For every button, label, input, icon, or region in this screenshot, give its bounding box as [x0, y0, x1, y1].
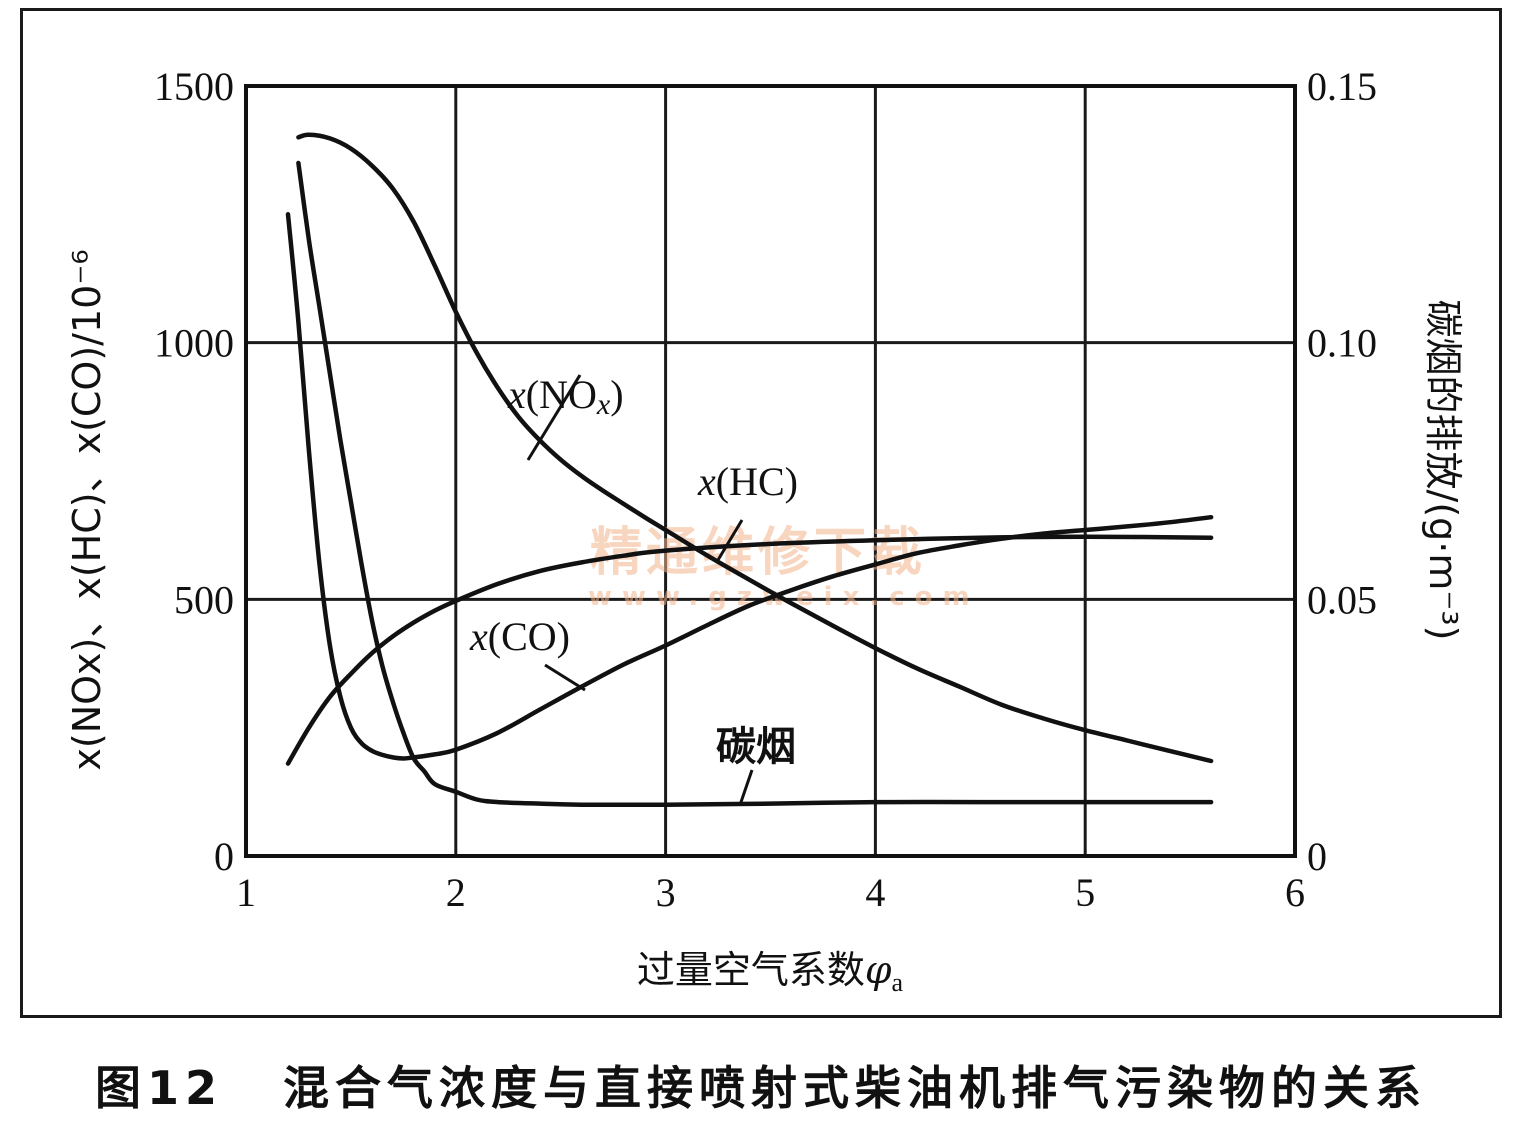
y-axis-left-label: x(NOx)、x(HC)、x(CO)/10⁻⁶	[65, 249, 109, 770]
series-label-name: 碳烟	[716, 724, 796, 770]
series-line-co	[285, 212, 1214, 761]
y-right-tick-label: 0.15	[1307, 64, 1377, 109]
series-label-hc: x(HC)	[697, 459, 798, 504]
y-left-tick-label: 1500	[154, 64, 234, 109]
x-axis-label-text: 过量空气系数	[637, 948, 865, 992]
series-line-hc	[285, 534, 1214, 766]
series-label-close: )	[785, 459, 798, 504]
x-tick-label: 1	[236, 870, 256, 915]
series-label-var: x	[697, 459, 716, 504]
y-left-tick-label: 500	[174, 577, 234, 622]
chart-series	[285, 132, 1214, 808]
series-label-var: x	[507, 372, 526, 417]
figure-frame	[20, 8, 1502, 1018]
x-tick-label: 6	[1285, 870, 1305, 915]
series-label-soot: 碳烟	[716, 724, 796, 770]
x-tick-label: 5	[1075, 870, 1095, 915]
series-label-name: (HC	[716, 459, 785, 504]
chart-gridlines	[246, 86, 1295, 856]
series-label-name: (NO	[526, 372, 597, 417]
leader-line-hc	[716, 519, 744, 561]
y-right-tick-label: 0.10	[1307, 321, 1377, 366]
x-tick-label: 3	[656, 870, 676, 915]
leader-line-soot	[738, 769, 754, 806]
series-label-var: x	[469, 614, 488, 659]
plot-area-border	[244, 84, 1297, 858]
leader-line-co	[544, 663, 586, 692]
x-tick-label: 2	[446, 870, 466, 915]
y-left-tick-label: 1000	[154, 321, 234, 366]
x-axis-label-symbol: φ	[865, 948, 892, 992]
x-axis-label-subscript: a	[892, 968, 904, 997]
figure-caption: 图12 混合气浓度与直接喷射式柴油机排气污染物的关系	[95, 1052, 1495, 1122]
x-axis-label: 过量空气系数φa	[637, 948, 904, 997]
series-label-co: x(CO)	[469, 614, 570, 659]
series-line-nox	[296, 132, 1214, 764]
series-label-close: )	[557, 614, 570, 659]
series-line-soot	[296, 160, 1214, 808]
y-right-tick-label: 0.05	[1307, 577, 1377, 622]
series-label-name: (CO	[488, 614, 557, 659]
y-left-tick-label: 0	[214, 834, 234, 879]
figure-caption-text: 混合气浓度与直接喷射式柴油机排气污染物的关系	[283, 1061, 1428, 1115]
series-labels: x(NOx)x(HC)x(CO)碳烟	[469, 372, 798, 770]
x-tick-label: 4	[865, 870, 885, 915]
y-right-tick-label: 0	[1307, 834, 1327, 879]
series-label-leaders	[526, 374, 754, 806]
y-axis-right-label: 碳烟的排放/(g·m⁻³)	[1421, 300, 1465, 641]
figure-number: 图12	[95, 1061, 224, 1115]
series-label-sub: x	[596, 388, 611, 421]
series-label-close: )	[610, 372, 623, 417]
leader-line-nox	[526, 374, 582, 461]
plot-area-frame	[244, 84, 1297, 858]
series-label-nox: x(NOx)	[507, 372, 624, 421]
